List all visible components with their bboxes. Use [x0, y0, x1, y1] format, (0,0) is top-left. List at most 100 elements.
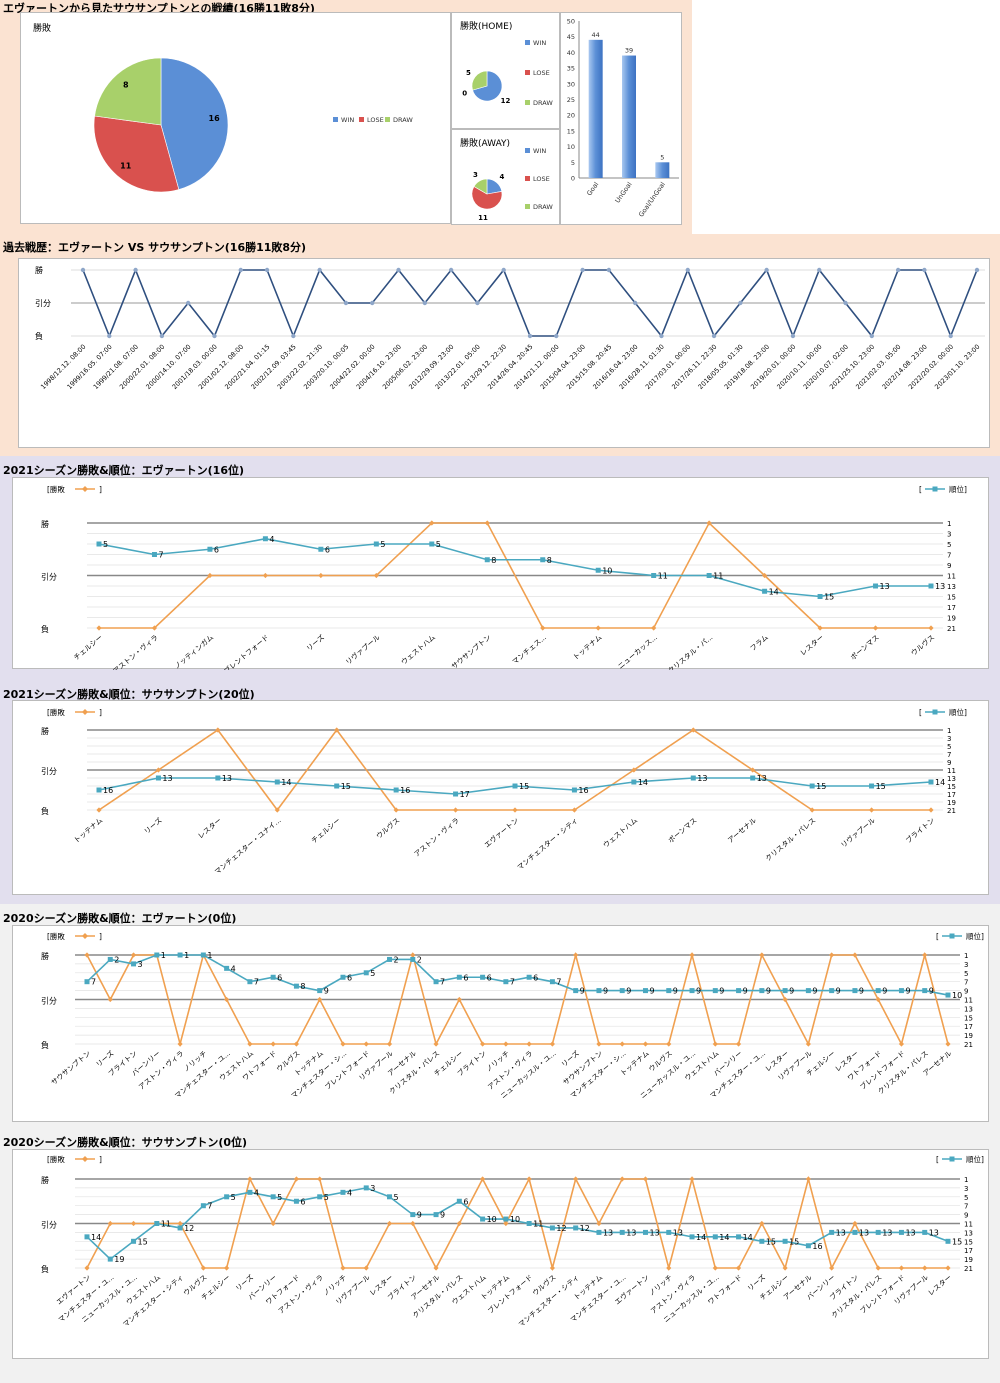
rank-data-label: 13: [757, 774, 767, 783]
rank-data-label: 1: [184, 951, 189, 960]
x-tick-label: 2015/15.08. 20:45: [565, 343, 613, 391]
result-point: [632, 300, 638, 306]
legend-result-marker: [82, 486, 88, 492]
goal-bar-panel: 0 5 10 15 20 25 30 35 40 45 50 44 Goal 39 UnGoal 5 Goal/…: [560, 12, 682, 225]
rank-point: [736, 1234, 742, 1240]
rank-data-label: 14: [281, 778, 291, 787]
summary-title: エヴァートンから見たサウサンプトンとの戦績(16勝11敗8分): [3, 2, 315, 15]
result-point: [503, 1041, 509, 1047]
pie-title: 勝敗: [33, 22, 51, 34]
rank-data-label: 7: [510, 978, 515, 987]
rank-point: [651, 573, 657, 578]
rank-data-label: 15: [766, 1237, 776, 1246]
legend-rank-label: 順位]: [966, 1154, 984, 1164]
rank-tick-label: 15: [964, 1238, 973, 1246]
x-tick-label: 2022/14.08. 23:00: [881, 343, 929, 391]
result-point: [571, 807, 578, 813]
rank-data-label: 13: [905, 1228, 915, 1237]
result-point: [666, 1041, 672, 1047]
rank-tick-label: 7: [947, 552, 951, 560]
rank-point: [922, 1229, 928, 1235]
legend-rank-marker: [932, 486, 938, 492]
legend-label: DRAW: [533, 203, 553, 211]
rank-data-label: 13: [882, 1228, 892, 1237]
rank-point: [829, 988, 835, 994]
rank-point: [410, 956, 416, 962]
y-tick-label: 25: [567, 96, 575, 104]
rank-data-label: 15: [789, 1237, 799, 1246]
result-point: [270, 1041, 276, 1047]
result-point: [317, 1176, 323, 1182]
rank-data-label: 6: [347, 973, 352, 982]
result-point: [386, 1041, 393, 1047]
rank-point: [480, 974, 486, 980]
result-point: [386, 1220, 393, 1227]
so2020-chart-panel: 勝引分負 1 3 5 7 9 11 13 15 17 19 21 [勝敗][順位] 14 19 15 11 12 7…: [12, 1149, 989, 1359]
legend-result-label: [勝敗: [47, 931, 65, 941]
rank-tick-label: 19: [947, 799, 956, 807]
y-label: 引分: [41, 573, 57, 582]
rank-point: [131, 961, 137, 967]
rank-data-label: 2: [394, 955, 399, 964]
result-point: [80, 267, 86, 273]
rank-data-label: 16: [400, 786, 410, 795]
result-point: [869, 333, 875, 339]
rank-data-label: 12: [580, 1224, 590, 1233]
y-label: 負: [35, 331, 43, 341]
rank-point: [809, 783, 815, 789]
x-tick-label: アストン・ヴィラ: [111, 633, 160, 670]
result-point: [396, 267, 401, 273]
rank-data-label: 4: [347, 1188, 352, 1197]
rank-data-label: 7: [207, 1202, 212, 1211]
rank-point: [596, 988, 602, 994]
rank-point: [631, 779, 637, 785]
bar-ungoal: [622, 55, 636, 178]
pie-slice-draw: [473, 178, 488, 195]
result-point: [809, 807, 815, 813]
rank-point: [875, 988, 881, 994]
result-point: [948, 333, 953, 339]
x-tick-label: リーズ: [142, 816, 164, 836]
legend-rank-label: 順位]: [966, 931, 984, 941]
rank-point: [177, 952, 183, 958]
rank-data-label: 13: [626, 1228, 636, 1237]
x-tick-label: 2000/14.10. 07:00: [144, 343, 192, 391]
bar-data-label: 5: [660, 153, 664, 161]
rank-data-label: 13: [673, 1228, 683, 1237]
pie-data-label: 11: [120, 161, 132, 170]
ev2021-chart-panel: 勝引分負 1 3 5 7 9 11 13 15 17 19 21 [勝敗][順位] 5 7 6 4 6 5 5 8 8 10…: [12, 477, 989, 676]
x-tick-label: アストン・ヴィラ: [412, 816, 461, 859]
rank-point: [759, 1238, 765, 1244]
result-point: [549, 1265, 556, 1271]
result-point: [185, 300, 191, 306]
result-point: [317, 996, 323, 1003]
legend-swatch-draw: [385, 117, 390, 122]
rank-data-label: 6: [214, 545, 219, 554]
result-point: [549, 1041, 556, 1047]
rank-point: [453, 791, 459, 797]
pie-data-label: 0: [462, 89, 467, 97]
result-point: [974, 267, 980, 273]
legend-rank-label: 順位]: [949, 707, 967, 717]
result-point: [642, 1041, 649, 1047]
x-tick-label: マンチェスター・シティ: [515, 816, 579, 872]
rank-point: [898, 1229, 904, 1235]
rank-tick-label: 15: [964, 1014, 973, 1022]
result-point: [817, 267, 822, 273]
rank-point: [852, 1229, 858, 1235]
rank-point: [666, 1229, 672, 1235]
x-tick-label: アーセナル: [726, 816, 758, 844]
rank-point: [293, 983, 299, 989]
bar-data-label: 39: [625, 47, 633, 55]
rank-point: [84, 979, 90, 985]
legend-label: LOSE: [533, 175, 550, 183]
rank-tick-label: 5: [947, 743, 951, 751]
legend-swatch-win: [525, 40, 530, 45]
rank-point: [318, 546, 324, 552]
rank-data-label: 2: [417, 955, 422, 964]
rank-data-label: 16: [578, 786, 588, 795]
rank-data-label: 15: [824, 593, 834, 602]
result-point: [554, 333, 559, 339]
rank-data-label: 5: [370, 969, 375, 978]
x-tick-label: ウルヴス: [374, 816, 401, 841]
